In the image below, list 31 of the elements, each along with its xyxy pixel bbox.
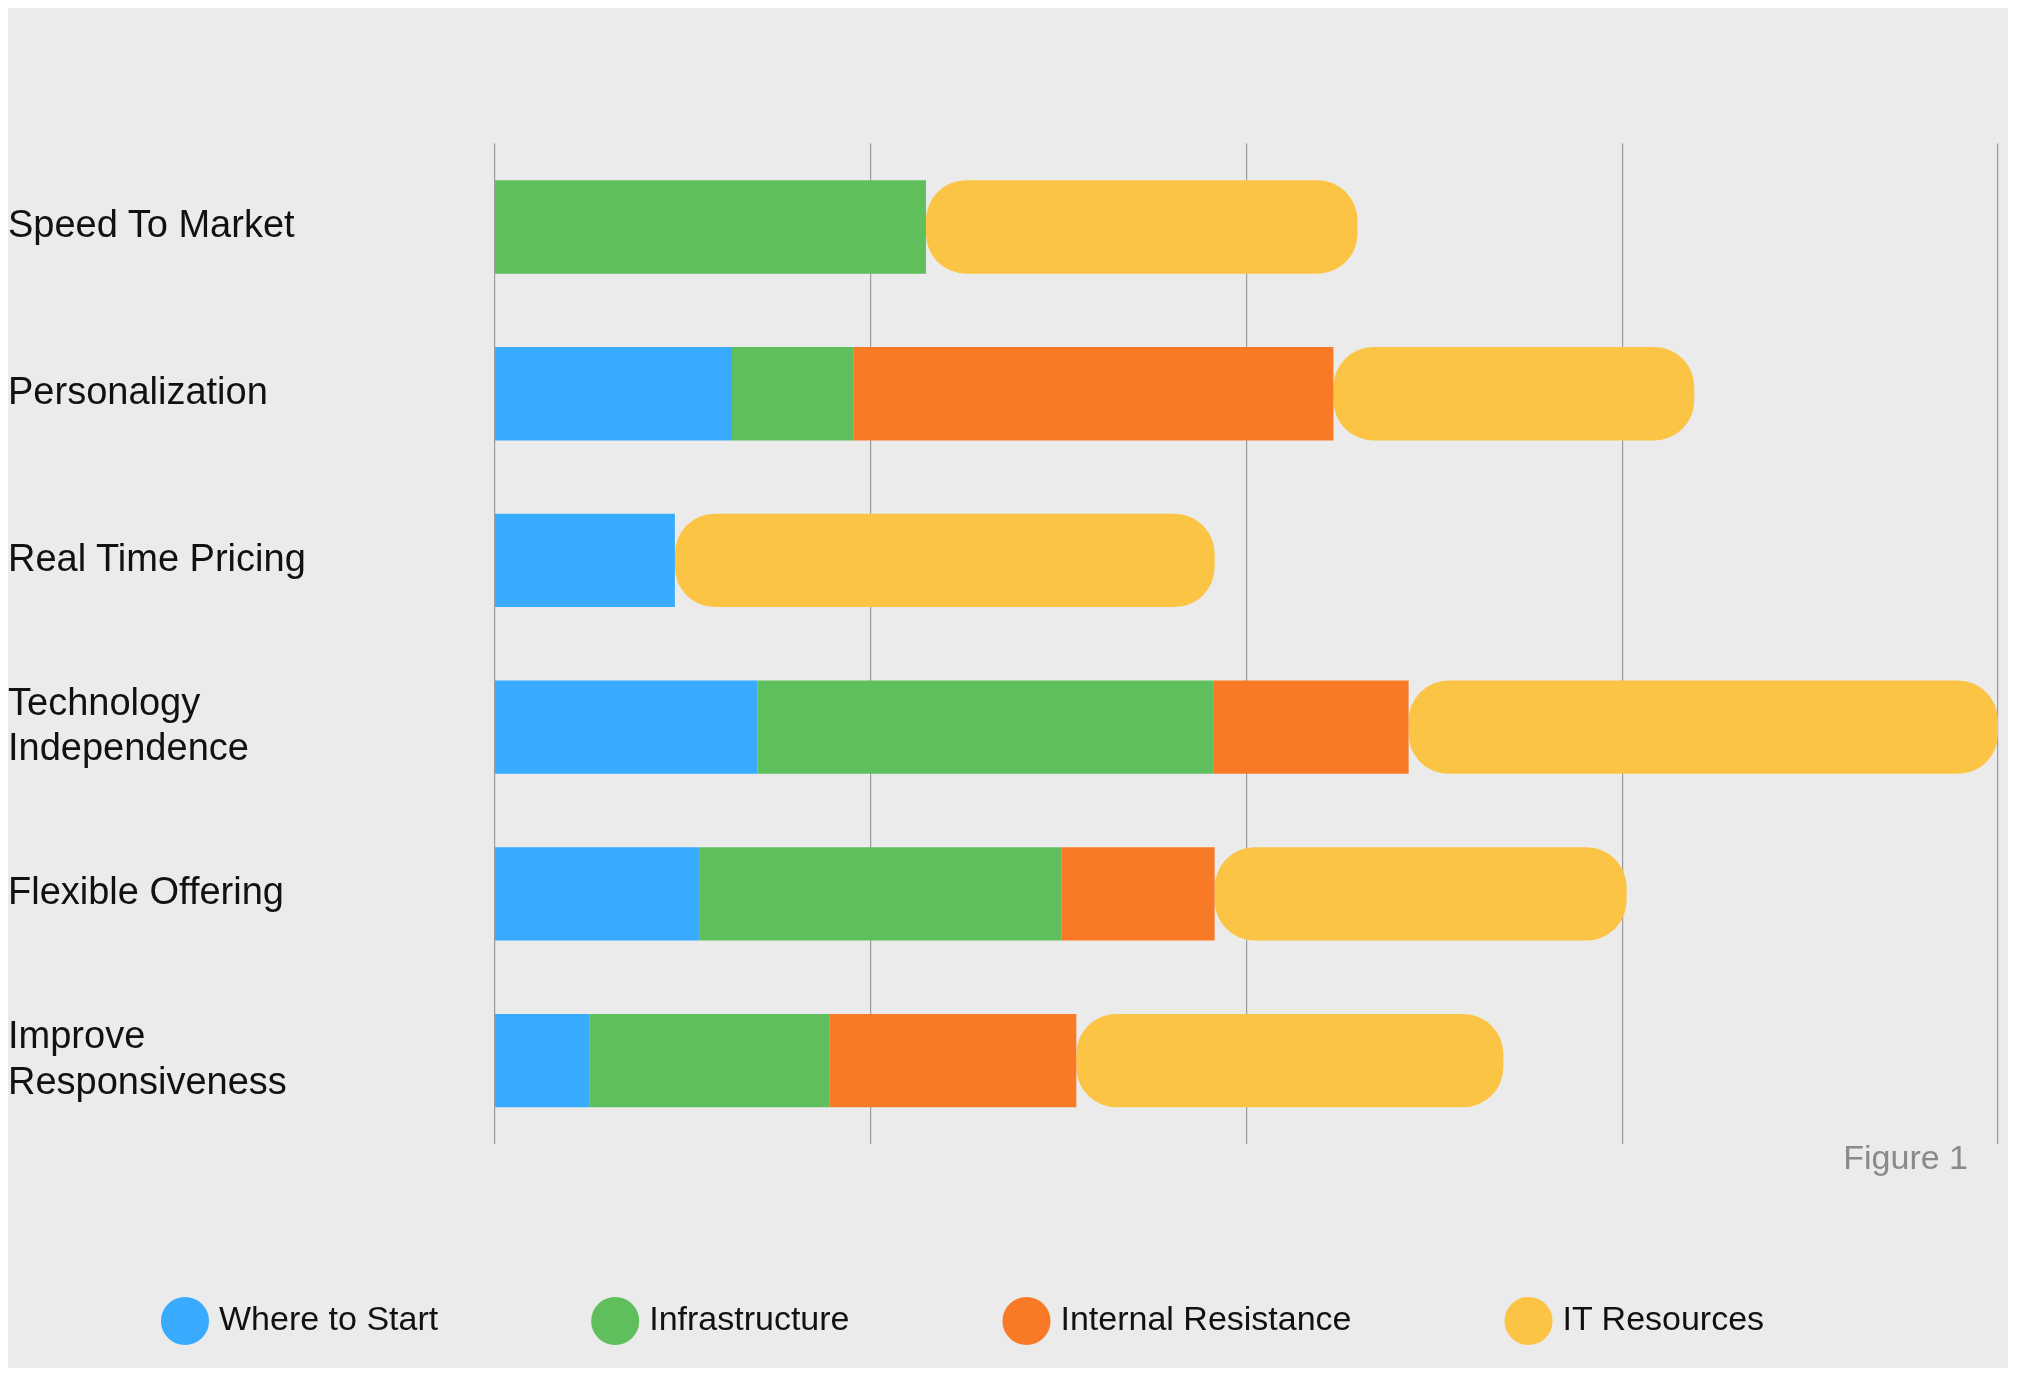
bar: [1076, 1013, 1504, 1108]
bar: [495, 1013, 590, 1108]
bar: [495, 513, 675, 608]
annotation: Figure 1: [1843, 1138, 1968, 1177]
y-tick-label: Speed To Market: [8, 203, 296, 246]
bar: [589, 1013, 830, 1108]
bar: [495, 347, 733, 441]
bar: [1333, 347, 1695, 441]
y-tick-label: Real Time Pricing: [8, 536, 306, 579]
bar: [925, 180, 1358, 274]
bar: [757, 680, 1214, 774]
bar: [495, 680, 758, 774]
bar: [1061, 847, 1215, 941]
bar: [1408, 680, 1998, 774]
y-tick-label: Personalization: [8, 370, 268, 413]
bar: [732, 347, 854, 441]
legend-label: Internal Resistance: [1060, 1299, 1352, 1338]
bar: [1213, 680, 1409, 774]
bar: [495, 847, 699, 941]
bar: [1214, 847, 1627, 941]
bar: [698, 847, 1062, 941]
bar: [829, 1013, 1077, 1108]
legend-label: IT Resources: [1562, 1299, 1765, 1338]
legend-label: Infrastructure: [649, 1299, 850, 1338]
y-tick-label: Flexible Offering: [8, 870, 284, 913]
y-tick-label: Technology Independence: [8, 680, 249, 769]
bar: [674, 513, 1215, 608]
bar: [495, 180, 926, 274]
bar: [853, 347, 1334, 441]
y-tick-label: Improve Responsiveness: [8, 1014, 287, 1102]
legend-label: Where to Start: [219, 1299, 439, 1338]
